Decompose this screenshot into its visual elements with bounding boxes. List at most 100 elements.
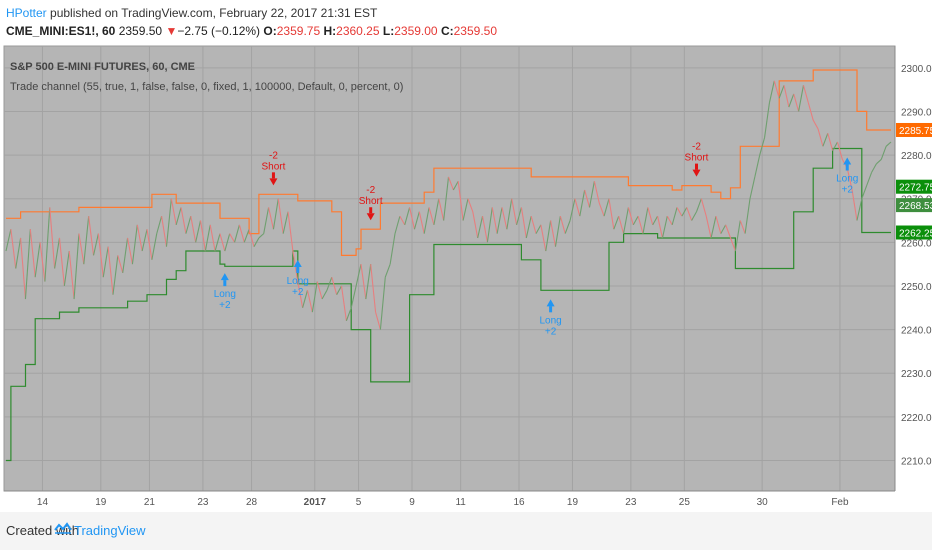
price-segment: [496, 207, 503, 234]
price-segment: [117, 255, 124, 274]
price-labels: 2285.75 2272.75 2268.53 2262.25: [896, 122, 932, 240]
price-segment: [856, 198, 863, 221]
close-value: 2359.50: [453, 24, 498, 38]
price-segment: [691, 211, 697, 221]
long-signal-label: Long: [836, 174, 858, 185]
price-tag-text: 2262.25: [899, 229, 932, 240]
price-segment: [472, 211, 479, 239]
x-tick-label: 9: [409, 497, 415, 508]
price-segment: [404, 207, 411, 226]
price-segment: [773, 80, 780, 99]
price-segment: [199, 220, 206, 252]
long-signal-label: Long: [539, 315, 561, 326]
price-segment: [822, 133, 829, 147]
time-axis[interactable]: [4, 491, 895, 512]
price-segment: [520, 207, 527, 239]
price-segment: [214, 233, 221, 252]
x-tick-label: 25: [679, 497, 691, 508]
price-segment: [112, 255, 119, 295]
symbol-name[interactable]: CME_MINI:ES1!, 60: [6, 24, 116, 38]
x-tick-label: 23: [625, 497, 637, 508]
price-segment: [807, 102, 814, 121]
short-arrow-stem: [369, 207, 373, 214]
price-segment: [161, 216, 168, 247]
indicator-label[interactable]: Trade channel (55, true, 1, false, false…: [10, 81, 403, 93]
x-tick-label: 2017: [304, 497, 327, 508]
price-segment: [204, 224, 211, 252]
long-signal-value: +2: [292, 287, 304, 298]
last-price: 2359.50: [118, 24, 163, 38]
tradingview-brand[interactable]: TradingView: [74, 523, 146, 538]
price-segment: [122, 237, 129, 273]
price-segment: [802, 85, 809, 103]
price-segment: [486, 207, 493, 243]
long-arrow-icon: [293, 260, 302, 268]
y-tick-label: 2280.00: [901, 151, 932, 162]
x-tick-labels: 14 19 21 23 28 2017 5 9 11 16 19 23 25 30 Feb: [37, 497, 849, 508]
price-segment: [389, 233, 396, 265]
x-tick-label: 16: [513, 497, 525, 508]
price-segment: [375, 311, 381, 330]
price-segment: [516, 207, 522, 226]
price-segment: [316, 281, 323, 300]
price-segment: [83, 216, 90, 265]
price-segment: [559, 215, 566, 234]
x-tick-label: 28: [246, 497, 258, 508]
price-segment: [598, 202, 605, 217]
price-segment: [754, 154, 761, 178]
long-signal-label: Long: [214, 289, 236, 300]
price-segment: [195, 220, 202, 243]
price-segment: [574, 198, 581, 217]
price-segment: [627, 207, 634, 226]
price-segment: [467, 198, 474, 212]
low-value: 2359.00: [394, 24, 438, 38]
price-segment: [418, 211, 425, 234]
y-tick-label: 2290.00: [901, 107, 932, 118]
author-link[interactable]: HPotter: [6, 6, 47, 20]
long-arrow-icon: [220, 273, 229, 281]
high-value: 2360.25: [336, 24, 380, 38]
price-segment: [880, 146, 887, 160]
publish-text: published on TradingView.com, February 2…: [50, 6, 378, 20]
price-segment: [15, 237, 22, 269]
x-tick-label: 19: [95, 497, 107, 508]
footer: Created with TradingView: [0, 512, 932, 550]
price-tag-lower_mid: [896, 179, 932, 194]
price-segment: [739, 220, 746, 234]
x-tick-label: 30: [757, 497, 769, 508]
price-segment: [525, 216, 532, 239]
price-segment: [409, 207, 415, 230]
price-segment: [593, 181, 600, 204]
price-segment: [229, 233, 236, 243]
x-tick-label: Feb: [831, 497, 849, 508]
price-segment: [632, 215, 639, 226]
short-arrow-stem: [694, 163, 698, 170]
price-segment: [447, 176, 454, 191]
price-segment: [102, 246, 109, 278]
price-segment: [876, 159, 882, 165]
price-segment: [637, 215, 644, 234]
price-chart[interactable]: -2ShortLong+2Long+2-2ShortLong+2-2ShortL…: [0, 44, 932, 512]
price-segment: [506, 198, 513, 230]
price-segment: [564, 220, 571, 234]
price-segment: [272, 198, 279, 230]
price-segment: [491, 207, 498, 234]
price-segment: [355, 264, 362, 287]
price-segment: [49, 207, 56, 269]
y-tick-label: 2300.00: [901, 64, 932, 75]
price-segment: [846, 168, 853, 191]
price-segment: [452, 180, 459, 191]
price-segment: [652, 215, 659, 226]
lower-channel-line: [6, 147, 891, 462]
price-segment: [705, 216, 712, 239]
tradingview-logo-icon[interactable]: [54, 521, 72, 535]
price-segment: [725, 224, 732, 239]
price-segment: [345, 307, 352, 322]
price-segment: [107, 246, 114, 295]
long-arrow-stem: [223, 280, 227, 287]
price-segment: [399, 215, 406, 226]
price-segment: [141, 229, 148, 252]
price-segment: [871, 163, 877, 173]
low-label: L:: [382, 24, 395, 38]
price-segment: [180, 207, 187, 234]
